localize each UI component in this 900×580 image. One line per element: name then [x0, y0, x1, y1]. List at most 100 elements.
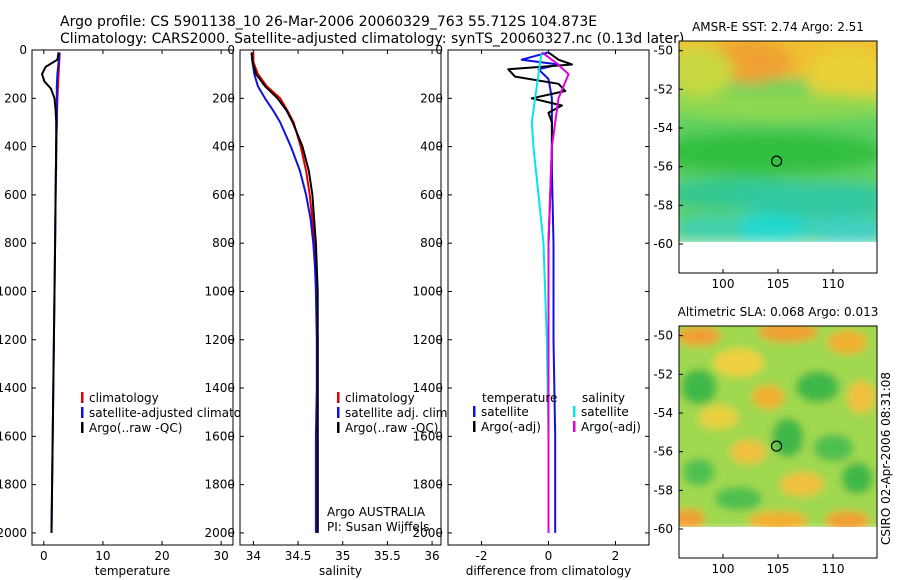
sla-xtick-label: 110: [822, 562, 845, 576]
salinity-ytick-label: 1400: [204, 381, 235, 395]
difference-ytick-label: 1800: [412, 478, 443, 492]
difference-salinity-legend-swatch: [573, 406, 576, 417]
temperature-ytick-label: 400: [4, 140, 27, 154]
difference-ytick-label: 0: [435, 43, 443, 57]
difference-xtick-label: 2: [612, 549, 620, 563]
temperature-legend-swatch: [81, 407, 84, 418]
sla-ytick-label: -54: [653, 406, 673, 420]
salinity-ytick-label: 2000: [204, 526, 235, 540]
temperature-xtick-label: 0: [40, 549, 48, 563]
temperature-xlabel: temperature: [95, 564, 170, 578]
sst-ytick-label: -54: [653, 121, 673, 135]
difference-ytick-label: 400: [420, 140, 443, 154]
salinity-legend-swatch: [337, 392, 340, 403]
salinity-ytick-label: 1600: [204, 429, 235, 443]
difference-xtick-label: -2: [476, 549, 488, 563]
salinity-ytick-label: 400: [212, 140, 235, 154]
sst-title: AMSR-E SST: 2.74 Argo: 2.51: [692, 20, 864, 34]
sst-xtick-label: 110: [822, 277, 845, 291]
salinity-legend-swatch: [337, 407, 340, 418]
salinity-legend-label: climatology: [345, 391, 415, 405]
sla-field: [679, 326, 877, 527]
salinity-xlabel: salinity: [319, 564, 362, 578]
difference-ytick-label: 600: [420, 188, 443, 202]
sla-ytick-label: -52: [653, 367, 673, 381]
sst-ytick-label: -56: [653, 160, 673, 174]
difference-ytick-label: 2000: [412, 526, 443, 540]
difference-temperature-legend-label: satellite: [481, 405, 529, 419]
salinity-xtick-label: 36: [424, 549, 439, 563]
temperature-xtick-label: 20: [154, 549, 169, 563]
temperature-ytick-label: 0: [19, 43, 27, 57]
sst-ytick-label: -60: [653, 237, 673, 251]
sst-argo-location-marker: [771, 155, 783, 167]
temperature-legend-label: satellite-adjusted climatology: [89, 406, 267, 420]
salinity-ytick-label: 600: [212, 188, 235, 202]
sst-field: [679, 41, 877, 242]
sla-xtick-label: 105: [767, 562, 790, 576]
temperature-ytick-label: 600: [4, 188, 27, 202]
difference-xlabel: difference from climatology: [466, 564, 632, 578]
difference-legend-title-salinity: salinity: [582, 391, 625, 405]
sst-ytick-label: -50: [653, 44, 673, 58]
salinity-xtick-label: 34.5: [285, 549, 312, 563]
temperature-xtick-label: 30: [214, 549, 229, 563]
difference-ytick-label: 1000: [412, 284, 443, 298]
temperature-ytick-label: 2000: [0, 526, 27, 540]
temperature-xtick-label: 10: [95, 549, 110, 563]
difference-series-salinity-argo-adj-: [541, 51, 570, 533]
temperature-ytick-label: 1000: [0, 284, 27, 298]
sst-map-panel: AMSR-E SST: 2.74 Argo: 2.51 -50 -52 -54 -56 -…: [653, 20, 878, 291]
salinity-ytick-label: 0: [227, 43, 235, 57]
difference-ytick-label: 200: [420, 91, 443, 105]
temperature-axes-box: [31, 49, 234, 546]
sla-ytick-label: -50: [653, 329, 673, 343]
salinity-legend-label: satellite adj. clim.: [345, 406, 451, 420]
sla-title: Altimetric SLA: 0.068 Argo: 0.013: [678, 305, 879, 319]
salinity-annotation-line2: PI: Susan Wijffels: [327, 520, 429, 534]
temperature-legend-swatch: [81, 392, 84, 403]
temperature-ytick-label: 800: [4, 236, 27, 250]
sla-xtick-label: 100: [712, 562, 735, 576]
sst-ytick-label: -52: [653, 82, 673, 96]
difference-ytick-label: 1400: [412, 381, 443, 395]
salinity-annotation-line1: Argo AUSTRALIA: [327, 505, 426, 519]
difference-temperature-legend-swatch: [473, 406, 476, 417]
salinity-axes-box: [239, 49, 442, 546]
sla-ytick-label: -56: [653, 445, 673, 459]
salinity-legend-swatch: [337, 422, 340, 433]
temperature-ytick-label: 1400: [0, 381, 27, 395]
difference-ytick-label: 1600: [412, 429, 443, 443]
temperature-legend-swatch: [81, 422, 84, 433]
difference-ytick-label: 1200: [412, 333, 443, 347]
salinity-ytick-label: 1000: [204, 284, 235, 298]
sla-ytick-label: -60: [653, 522, 673, 536]
figure-title-line2: Climatology: CARS2000. Satellite-adjuste…: [60, 31, 684, 47]
sst-xtick-label: 100: [712, 277, 735, 291]
difference-salinity-legend-swatch: [573, 421, 576, 432]
sla-map-panel: Altimetric SLA: 0.068 Argo: 0.013 -50 -52 -…: [653, 305, 879, 576]
temperature-ytick-label: 1800: [0, 478, 27, 492]
salinity-xtick-label: 35.5: [374, 549, 401, 563]
sla-ytick-label: -58: [653, 483, 673, 497]
salinity-ytick-label: 200: [212, 91, 235, 105]
temperature-ytick-label: 200: [4, 91, 27, 105]
difference-salinity-legend-label: Argo(-adj): [581, 420, 641, 434]
temperature-ytick-label: 1200: [0, 333, 27, 347]
salinity-series-argo-raw-qc-: [250, 52, 319, 533]
difference-salinity-legend-label: satellite: [581, 405, 629, 419]
temperature-series-argo-raw-qc-: [41, 52, 60, 533]
sst-ytick-label: -58: [653, 198, 673, 212]
difference-legend-title-temperature: temperature: [482, 391, 557, 405]
side-stamp: CSIRO 02-Apr-2006 08:31:08: [879, 372, 893, 545]
salinity-ytick-label: 1800: [204, 478, 235, 492]
temperature-legend-label: Argo(..raw -QC): [89, 421, 182, 435]
difference-ytick-label: 800: [420, 236, 443, 250]
salinity-ytick-label: 1200: [204, 333, 235, 347]
difference-temperature-legend-swatch: [473, 421, 476, 432]
difference-series-salinity-satellite: [530, 52, 550, 533]
sst-xtick-label: 105: [767, 277, 790, 291]
